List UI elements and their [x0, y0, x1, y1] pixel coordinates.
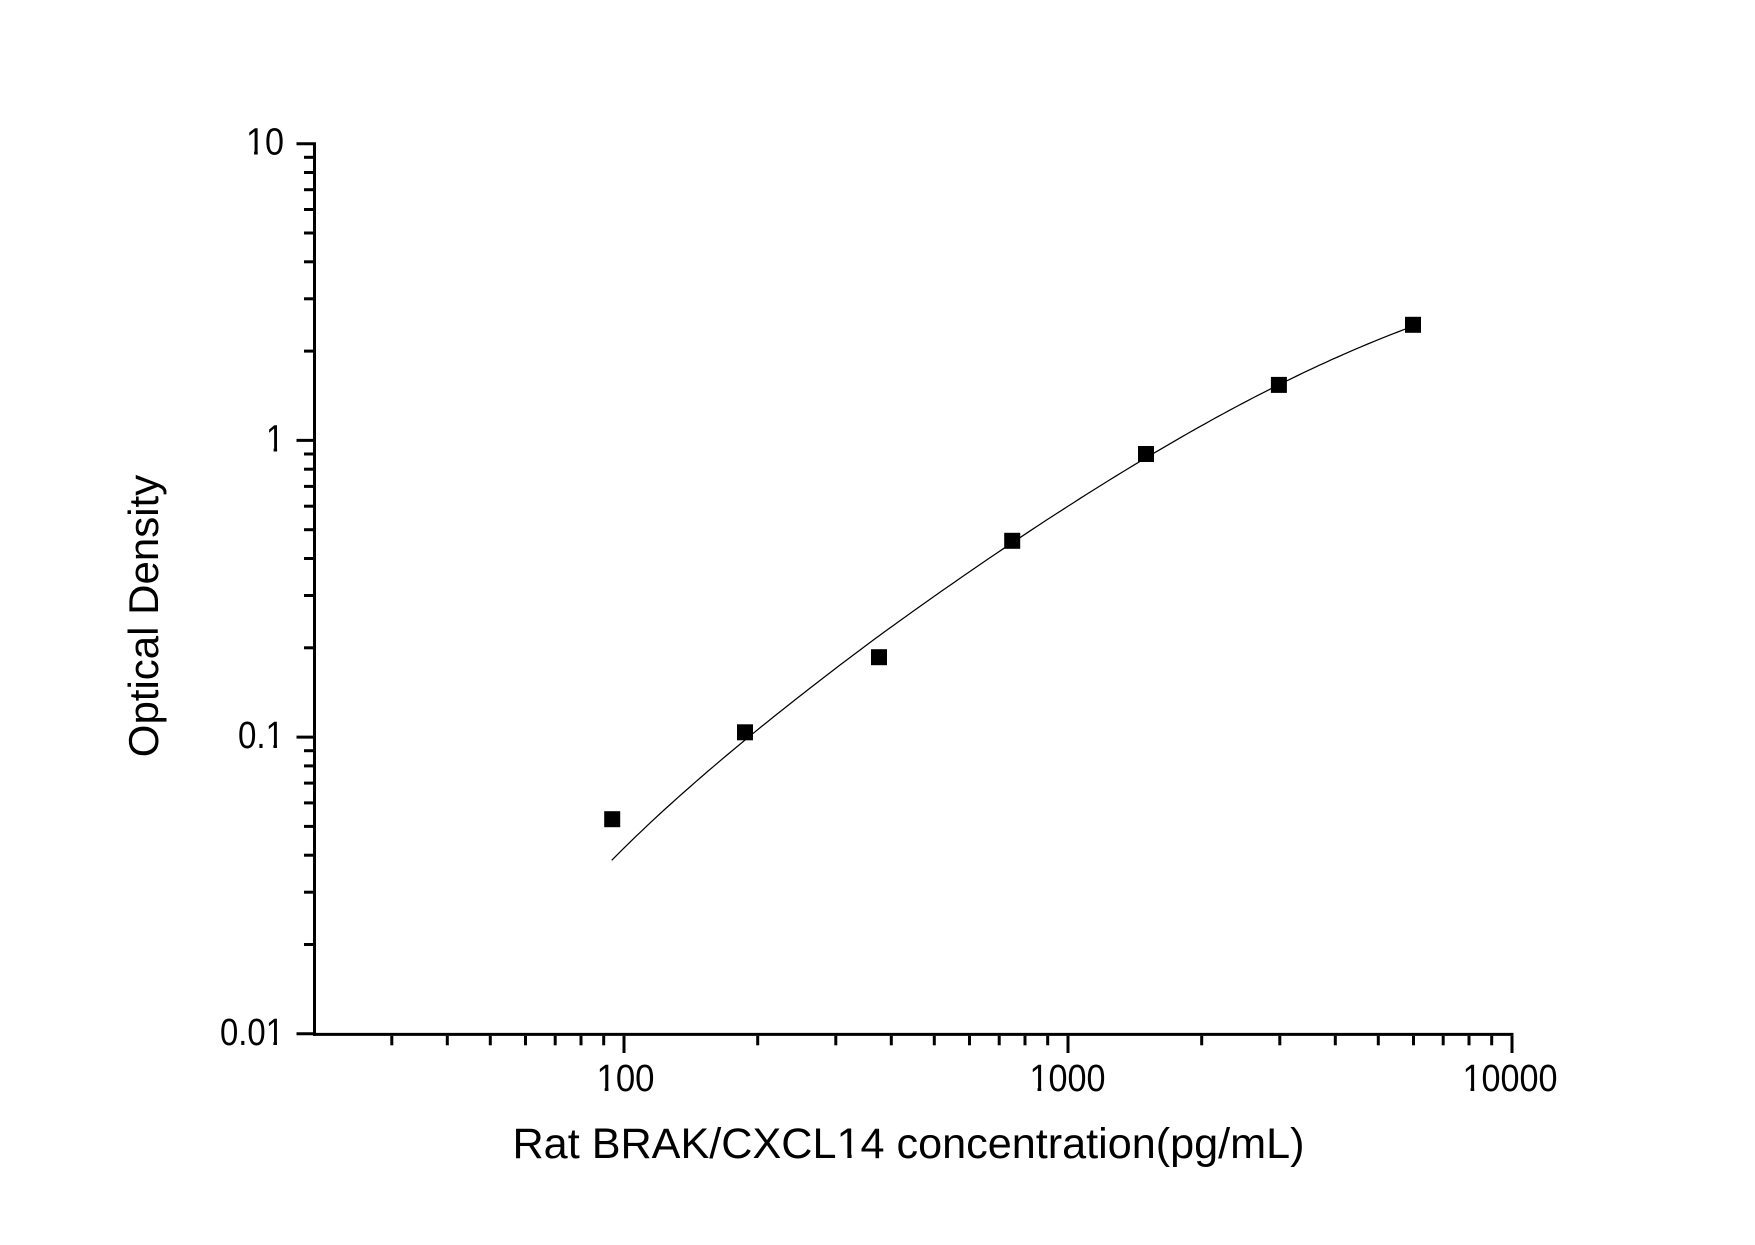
svg-text:1: 1 [266, 418, 284, 460]
svg-text:0.1: 0.1 [238, 715, 284, 757]
svg-text:Optical Density: Optical Density [120, 475, 167, 757]
svg-text:0.01: 0.01 [220, 1012, 284, 1054]
svg-text:10000: 10000 [1463, 1058, 1558, 1100]
svg-text:100: 100 [597, 1058, 655, 1100]
svg-text:Rat BRAK/CXCL14 concentration(: Rat BRAK/CXCL14 concentration(pg/mL) [513, 1120, 1305, 1168]
svg-text:1000: 1000 [1030, 1058, 1106, 1100]
svg-text:10: 10 [246, 122, 284, 164]
